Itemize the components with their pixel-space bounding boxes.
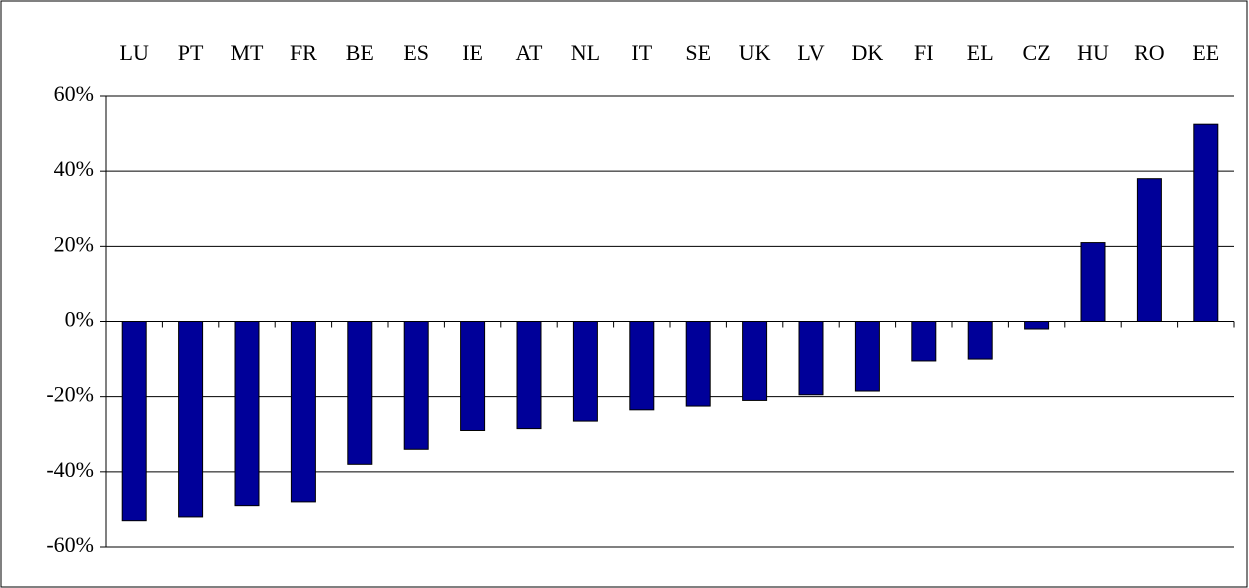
x-tick-label: LV	[797, 40, 824, 65]
x-tick-label: FI	[914, 40, 934, 65]
bar	[516, 321, 542, 430]
y-tick-label: 20%	[54, 231, 94, 256]
x-tick-label: ES	[403, 40, 429, 65]
x-tick-label: FR	[290, 40, 317, 65]
x-tick-label: CZ	[1023, 40, 1051, 65]
bar	[347, 321, 373, 465]
bar	[854, 321, 880, 392]
x-tick-label: NL	[571, 40, 600, 65]
bar	[1136, 178, 1162, 322]
bar	[178, 321, 204, 518]
x-tick-label: PT	[178, 40, 204, 65]
x-tick-label: AT	[516, 40, 543, 65]
y-tick-label: 40%	[54, 156, 94, 181]
bar	[1193, 123, 1219, 322]
bar	[742, 321, 768, 401]
bar	[685, 321, 711, 407]
bar	[460, 321, 486, 431]
x-tick-label: UK	[739, 40, 771, 65]
x-tick-label: LU	[120, 40, 149, 65]
x-tick-label: RO	[1134, 40, 1165, 65]
bar	[121, 321, 147, 522]
y-tick-label: -60%	[46, 532, 94, 557]
bar	[629, 321, 655, 411]
y-tick-label: 60%	[54, 81, 94, 106]
bar	[798, 321, 824, 396]
x-tick-label: EE	[1192, 40, 1219, 65]
bar	[234, 321, 260, 507]
x-tick-label: BE	[346, 40, 374, 65]
x-tick-label: IT	[631, 40, 652, 65]
x-tick-label: IE	[462, 40, 483, 65]
x-tick-label: DK	[852, 40, 884, 65]
bar	[911, 321, 937, 362]
bar	[1080, 242, 1106, 322]
y-tick-label: -40%	[46, 457, 94, 482]
x-tick-label: EL	[967, 40, 994, 65]
y-tick-label: -20%	[46, 382, 94, 407]
x-tick-label: MT	[231, 40, 265, 65]
bar	[403, 321, 429, 450]
bar	[1024, 321, 1050, 330]
bar	[290, 321, 316, 503]
x-tick-label: HU	[1077, 40, 1109, 65]
bar	[572, 321, 598, 422]
y-tick-label: 0%	[65, 307, 94, 332]
x-tick-label: SE	[685, 40, 711, 65]
bar	[967, 321, 993, 360]
